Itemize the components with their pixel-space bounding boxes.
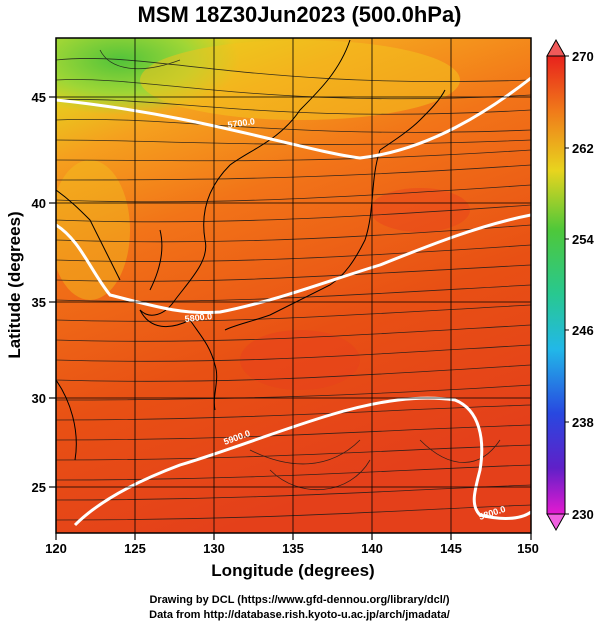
colorbar-label: 270 (572, 49, 594, 64)
y-tick-label: 35 (32, 295, 46, 310)
coastlines (56, 39, 446, 461)
tick-marks (49, 96, 532, 540)
x-tick-label: 120 (45, 541, 67, 556)
x-tick-label: 125 (124, 541, 146, 556)
x-axis-label: Longitude (degrees) (211, 561, 374, 580)
y-axis-label: Latitude (degrees) (5, 211, 24, 358)
wind-streamlines (56, 49, 531, 521)
credits-line-1: Drawing by DCL (https://www.gfd-dennou.o… (149, 594, 450, 606)
colorbar-label: 246 (572, 323, 594, 338)
y-tick-label: 25 (32, 480, 46, 495)
x-tick-label: 140 (361, 541, 383, 556)
x-tick-label: 150 (517, 541, 539, 556)
colorbar-label: 254 (572, 232, 594, 247)
colorbar-label: 238 (572, 415, 594, 430)
x-tick-labels: 120 125 130 135 140 145 150 (45, 541, 539, 556)
colorbar-scale (546, 55, 566, 515)
colorbar-min-arrow (546, 513, 566, 532)
contour-label: 5800.0 (184, 311, 212, 324)
colorbar-label: 262 (572, 141, 594, 156)
x-tick-label: 130 (203, 541, 225, 556)
colorbar-label: 230 (572, 507, 594, 522)
credits-line-2: Data from http://database.rish.kyoto-u.a… (149, 609, 450, 621)
y-tick-labels: 45 40 35 30 25 (32, 90, 46, 495)
contour-label: 5700.0 (227, 116, 256, 130)
y-tick-label: 30 (32, 391, 46, 406)
credits: Drawing by DCL (https://www.gfd-dennou.o… (0, 593, 599, 623)
y-tick-label: 40 (32, 196, 46, 211)
x-tick-label: 145 (440, 541, 462, 556)
height-contours (56, 76, 531, 527)
lat-lon-grid (56, 38, 531, 533)
temperature-field: 5700.0 5800.0 5900.0 5800.0 (56, 38, 531, 533)
map-title: MSM 18Z30Jun2023 (500.0hPa) (137, 2, 462, 27)
y-tick-label: 45 (32, 90, 46, 105)
x-tick-label: 135 (282, 541, 304, 556)
colorbar: 270 262 254 246 238 230 (546, 38, 594, 532)
colorbar-max-arrow (546, 38, 566, 57)
